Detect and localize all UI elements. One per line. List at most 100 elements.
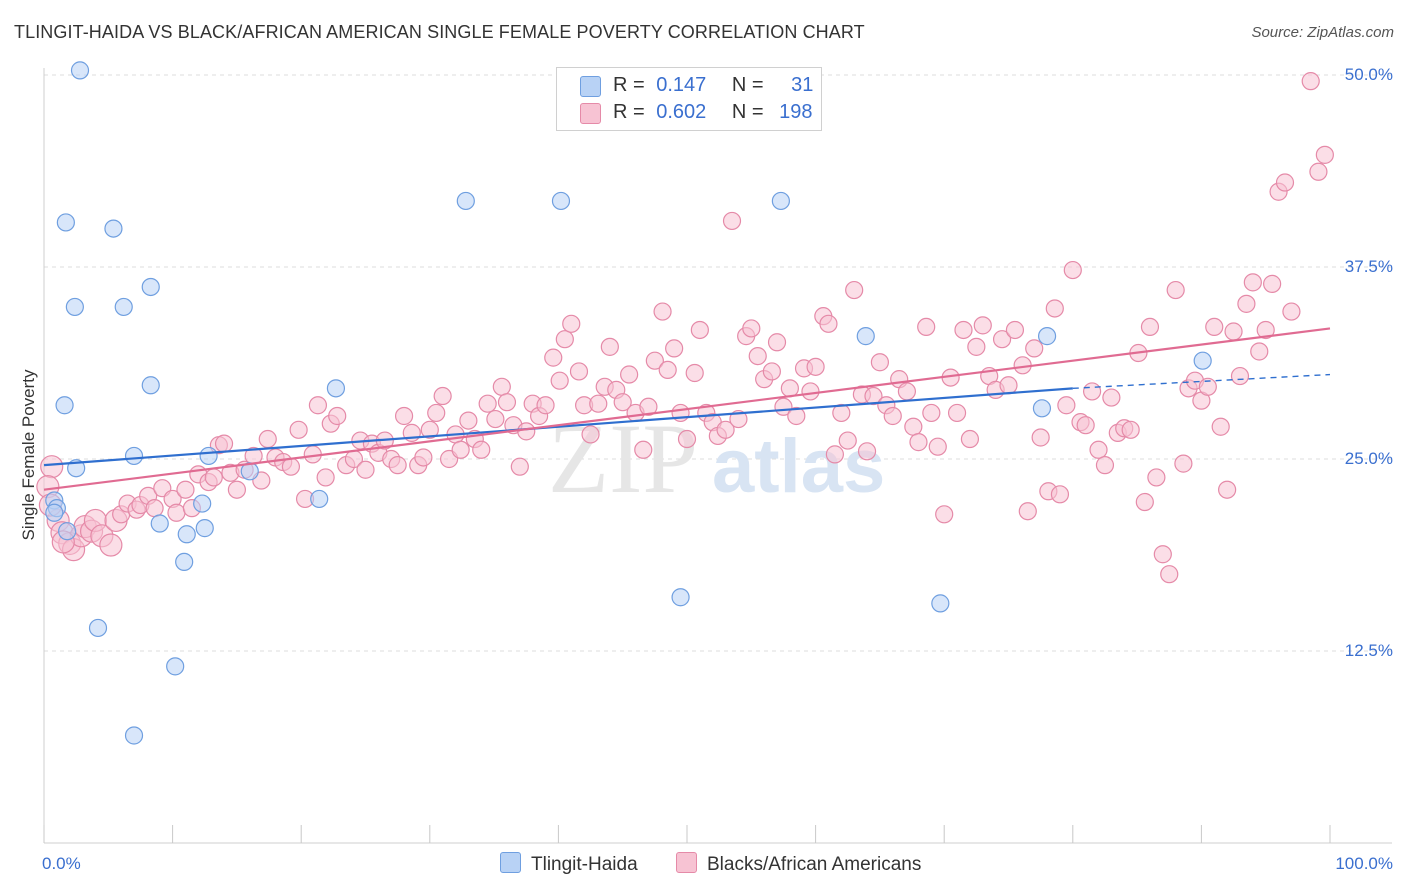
black-point bbox=[145, 499, 164, 518]
black-point bbox=[864, 386, 883, 406]
black-point bbox=[492, 377, 511, 396]
tlingit-point bbox=[193, 494, 212, 513]
black-point bbox=[562, 314, 581, 333]
black-point bbox=[883, 406, 902, 426]
black-point bbox=[1263, 274, 1282, 293]
bottom-legend-swatch-pink bbox=[676, 852, 697, 873]
chart-title: TLINGIT-HAIDA VS BLACK/AFRICAN AMERICAN … bbox=[14, 22, 865, 42]
black-point bbox=[1282, 302, 1301, 321]
black-point bbox=[870, 353, 890, 372]
y-axis-label: Single Female Poverty bbox=[19, 369, 38, 541]
black-point bbox=[904, 417, 923, 436]
black-point bbox=[510, 457, 529, 476]
tlingit-point bbox=[70, 61, 90, 80]
black-point bbox=[620, 365, 639, 384]
black-point bbox=[289, 420, 308, 439]
tlingit-point bbox=[114, 297, 133, 317]
black-point bbox=[832, 403, 851, 423]
tlingit-point bbox=[771, 191, 790, 211]
black-point bbox=[838, 431, 857, 450]
black-point bbox=[935, 505, 954, 524]
legend-r-value: 0.147 bbox=[656, 74, 707, 96]
black-point bbox=[550, 371, 569, 390]
bottom-legend-black: Blacks/African Americans bbox=[676, 852, 921, 876]
black-point bbox=[394, 406, 414, 426]
black-point bbox=[433, 386, 452, 406]
black-point bbox=[536, 396, 555, 415]
black-point bbox=[1218, 480, 1237, 499]
black-point bbox=[922, 403, 941, 423]
tlingit-trend-extension bbox=[1072, 373, 1331, 390]
legend-n-label: N = bbox=[731, 101, 764, 123]
black-point bbox=[555, 330, 574, 349]
black-point bbox=[1135, 492, 1154, 512]
black-point bbox=[227, 480, 246, 499]
black-point bbox=[1005, 320, 1025, 340]
tlingit-point bbox=[65, 297, 84, 317]
tlingit-point bbox=[88, 618, 108, 638]
black-point bbox=[427, 403, 446, 423]
legend-r-label: R = bbox=[613, 101, 645, 123]
stats-legend: R = 0.147 N = 31 R = 0.602 N = 198 bbox=[556, 67, 822, 131]
black-point bbox=[1250, 342, 1269, 361]
black-point bbox=[1121, 420, 1140, 439]
black-point bbox=[1174, 454, 1193, 473]
x-tick-label: 100.0% bbox=[1335, 854, 1393, 873]
tlingit-point bbox=[141, 277, 160, 297]
black-point bbox=[214, 434, 234, 453]
tlingit-point bbox=[141, 376, 160, 395]
black-point bbox=[748, 346, 767, 366]
legend-n-value: 198 bbox=[779, 101, 813, 123]
black-point bbox=[653, 302, 672, 321]
black-point bbox=[762, 362, 781, 381]
axis-layer bbox=[43, 68, 1392, 844]
black-point bbox=[1063, 260, 1082, 280]
legend-n-label: N = bbox=[731, 74, 764, 96]
black-point bbox=[258, 429, 277, 449]
tlingit-point bbox=[240, 462, 259, 481]
legend-swatch-blue bbox=[580, 76, 601, 97]
black-point bbox=[1243, 273, 1262, 292]
legend-r-value: 0.602 bbox=[656, 101, 707, 123]
watermark-atlas: atlas bbox=[712, 424, 885, 509]
black-point bbox=[459, 411, 478, 430]
black-point bbox=[414, 448, 433, 467]
y-tick-label: 25.0% bbox=[1345, 449, 1393, 468]
bottom-legend-label: Tlingit-Haida bbox=[531, 854, 638, 875]
black-point bbox=[897, 382, 917, 401]
bottom-legend-label: Blacks/African Americans bbox=[707, 854, 922, 875]
tlingit-point bbox=[150, 514, 169, 533]
tlingit-point bbox=[195, 519, 214, 538]
black-point bbox=[589, 394, 608, 413]
black-point bbox=[308, 396, 328, 415]
black-point bbox=[1153, 545, 1172, 564]
black-point bbox=[819, 314, 838, 333]
black-point bbox=[1025, 339, 1044, 358]
black-point bbox=[1031, 428, 1050, 447]
y-tick-label: 50.0% bbox=[1345, 65, 1393, 84]
black-point bbox=[1205, 317, 1224, 337]
black-point bbox=[992, 330, 1012, 349]
black-point bbox=[954, 320, 973, 340]
black-point bbox=[806, 357, 825, 376]
black-point bbox=[356, 460, 375, 479]
black-point bbox=[729, 409, 748, 429]
black-point bbox=[328, 406, 347, 426]
tlingit-point bbox=[931, 594, 950, 613]
tlingit-point bbox=[326, 379, 346, 398]
black-point bbox=[999, 376, 1018, 395]
black-point bbox=[716, 420, 735, 439]
black-point bbox=[544, 348, 563, 367]
black-point bbox=[801, 382, 820, 401]
source-label: Source: ZipAtlas.com bbox=[1251, 24, 1394, 41]
black-point bbox=[1018, 502, 1037, 521]
black-point bbox=[973, 316, 992, 335]
black-point bbox=[486, 409, 505, 429]
black-point bbox=[960, 429, 980, 449]
black-point bbox=[1301, 72, 1320, 91]
black-point bbox=[787, 406, 806, 426]
black-point bbox=[1309, 162, 1328, 181]
tlingit-point bbox=[55, 396, 74, 415]
black-point bbox=[316, 468, 335, 487]
